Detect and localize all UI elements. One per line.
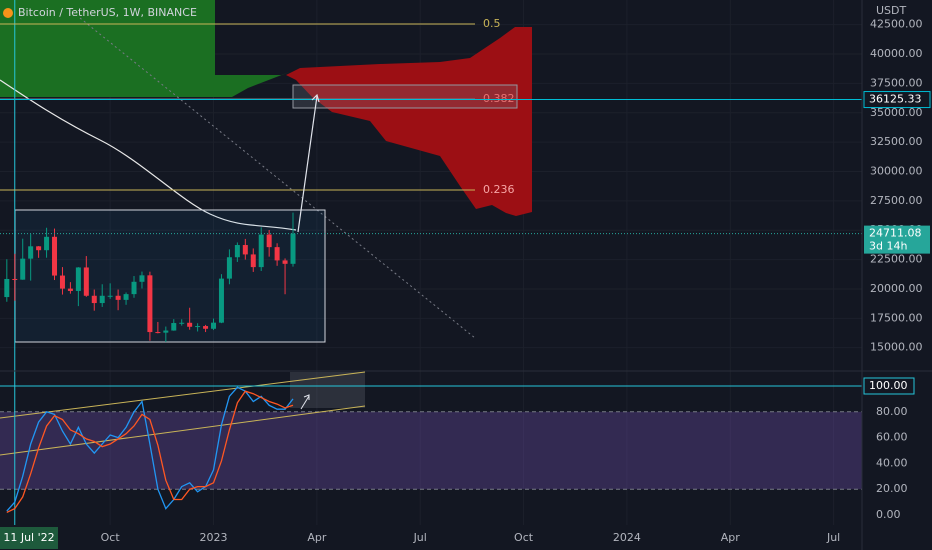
y-tick-label: 32500.00 — [870, 135, 923, 148]
candle-body — [163, 330, 169, 333]
symbol-icon — [3, 8, 13, 18]
x-tick-label: Jul — [413, 531, 427, 544]
candle-body — [155, 332, 161, 334]
candle-body — [179, 322, 185, 324]
candle-body — [115, 295, 121, 300]
fib-label: 0.5 — [483, 17, 501, 30]
price-label-bg — [863, 91, 931, 109]
band-fill — [0, 411, 862, 490]
candle-body — [203, 326, 209, 329]
candle-body — [91, 295, 97, 304]
crosshair-label: 11 Jul '22 — [3, 531, 54, 544]
channel-box — [290, 372, 365, 408]
candle-body — [234, 245, 240, 258]
x-tick-label: Apr — [721, 531, 741, 544]
candle-body — [12, 278, 18, 280]
candle-body — [266, 234, 272, 248]
channel-top — [0, 371, 366, 419]
moving-average — [0, 79, 297, 231]
x-tick-label: Oct — [514, 531, 534, 544]
candle-body — [44, 236, 50, 251]
y-tick-label: 27500.00 — [870, 194, 923, 207]
symbol-title: Bitcoin / TetherUS, 1W, BINANCE — [18, 6, 197, 19]
range-box — [14, 209, 326, 343]
candle-body — [290, 233, 296, 264]
y-tick-label: 60.00 — [876, 431, 908, 444]
last-price-bg — [864, 225, 930, 254]
candle-body — [187, 322, 193, 327]
arrow-head — [303, 394, 310, 400]
candle-body — [171, 323, 177, 331]
arrow — [297, 95, 318, 233]
fib-label: 0.382 — [483, 92, 515, 105]
candle-body — [147, 275, 153, 333]
candle-body — [52, 236, 58, 276]
arrow — [300, 395, 310, 410]
y-tick-label: 40000.00 — [870, 47, 923, 60]
cloud-red — [286, 27, 532, 216]
candle-body — [99, 295, 105, 304]
candle-body — [282, 260, 288, 264]
currency: USDT — [876, 4, 907, 17]
candle-body — [195, 326, 201, 328]
candle-body — [211, 322, 217, 329]
channel-bottom — [0, 405, 366, 456]
grid-layer — [0, 411, 862, 490]
y-tick-label: 0.00 — [876, 508, 901, 521]
price-label: 36125.33 — [869, 93, 922, 106]
candle-body — [242, 245, 248, 255]
y-tick-label: 15000.00 — [870, 341, 923, 354]
countdown-label: 3d 14h — [869, 240, 907, 253]
y-tick-label: 30000.00 — [870, 164, 923, 177]
axis-layer: Oct 2023 Apr Jul Oct 2024 Apr Jul 11 Jul '22 1500… — [0, 18, 931, 549]
candle-body — [28, 246, 34, 259]
candle-body — [131, 281, 137, 295]
x-tick-label: 2024 — [613, 531, 641, 544]
candle-body — [36, 246, 42, 251]
candle-body — [67, 288, 73, 291]
y-tick-label: 100.00 — [869, 379, 908, 392]
candle-body — [4, 278, 10, 298]
candle-body — [139, 275, 145, 282]
y-tick-label: 37500.00 — [870, 76, 923, 89]
candle-body — [75, 267, 81, 291]
oscillator-line — [6, 390, 294, 513]
target-box — [292, 84, 518, 109]
data-layer: 0.5 0.382 0.236 — [0, 0, 862, 525]
y-tick-label: 20.00 — [876, 482, 908, 495]
candle-body — [83, 267, 89, 296]
candle-body — [123, 294, 129, 300]
candle-body — [250, 254, 256, 268]
x-tick-label: Oct — [101, 531, 121, 544]
candle-body — [218, 278, 224, 323]
arrow-head — [311, 93, 320, 103]
x-tick-label: Jul — [826, 531, 840, 544]
crosshair-label-bg — [0, 527, 58, 549]
y-tick-label: 17500.00 — [870, 311, 923, 324]
candle-body — [258, 234, 264, 268]
y-tick-label: 42500.00 — [870, 18, 923, 31]
y-tick-label: 35000.00 — [870, 106, 923, 119]
x-tick-label: Apr — [307, 531, 327, 544]
candle-body — [226, 257, 232, 279]
y-tick-label: 80.00 — [876, 405, 908, 418]
candle-body — [107, 295, 113, 297]
last-price-label: 24711.08 — [869, 227, 922, 240]
candle-body — [59, 275, 65, 289]
candle-body — [274, 247, 280, 261]
x-tick-label: 2023 — [200, 531, 228, 544]
candle-body — [20, 258, 26, 280]
y-tick-label: 22500.00 — [870, 253, 923, 266]
tick-label-bg — [863, 377, 915, 395]
y-tick-label: 40.00 — [876, 456, 908, 469]
y-tick-label: 20000.00 — [870, 282, 923, 295]
fib-label: 0.236 — [483, 183, 515, 196]
